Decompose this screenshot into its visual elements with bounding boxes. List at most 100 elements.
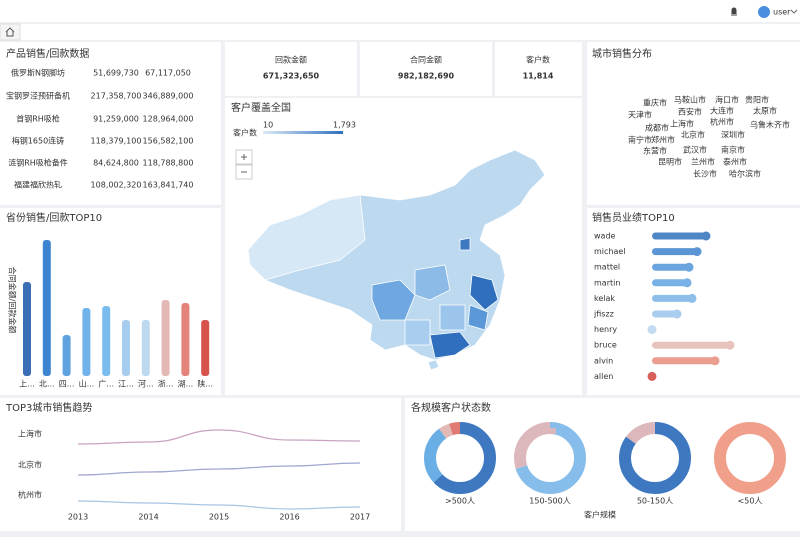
- x-tick-label: 2013: [68, 513, 88, 522]
- x-tick-label: 山...: [79, 379, 95, 389]
- chevron[interactable]: [790, 9, 798, 14]
- panel-title: 产品销售/回款数据: [6, 47, 89, 60]
- cloud-word: 上海市: [670, 119, 694, 129]
- bar: [652, 341, 730, 349]
- row-name: 俄罗斯N钢脚坊: [11, 68, 65, 78]
- kpi-value: 982,182,690: [398, 72, 455, 81]
- tab-bar: [0, 24, 800, 40]
- bar-end: [687, 293, 697, 303]
- x-tick-label: 北...: [39, 380, 55, 389]
- bar-end: [682, 278, 692, 288]
- y-tick-label: alvin: [594, 356, 613, 365]
- series-label: 上海市: [18, 429, 42, 439]
- donut-label: <50人: [738, 497, 763, 506]
- kpi-label: 合同金额: [410, 55, 442, 65]
- x-tick-label: 2015: [209, 513, 229, 522]
- bar: [102, 306, 111, 376]
- legend-min: 10: [263, 121, 273, 130]
- cell: 118,379,100: [91, 137, 142, 146]
- donut-segment: [424, 422, 496, 494]
- donut-segment: [424, 422, 496, 494]
- donut-label: 150-500人: [529, 497, 570, 506]
- x-tick-label: 陕...: [197, 379, 213, 389]
- y-tick-label: michael: [594, 247, 626, 256]
- panel-title: 销售员业绩TOP10: [592, 211, 675, 224]
- top-bar: [0, 0, 800, 22]
- avatar[interactable]: [758, 6, 770, 18]
- cloud-word: 杭州市: [710, 117, 734, 127]
- y-tick-label: henry: [594, 325, 617, 334]
- row-name: 梅钢1650连铸: [12, 136, 64, 146]
- bar: [652, 279, 687, 287]
- home-icon[interactable]: [5, 27, 15, 37]
- panel-title: TOP3城市销售趋势: [5, 401, 92, 414]
- series-label: 杭州市: [18, 490, 42, 500]
- home-tab[interactable]: [0, 23, 21, 41]
- cloud-word: 武汉市: [683, 145, 707, 155]
- donut-label: 50-150人: [637, 497, 673, 506]
- cloud-word: 重庆市: [643, 98, 667, 108]
- cell: 51,699,730: [93, 69, 139, 78]
- bell-icon[interactable]: [731, 7, 737, 16]
- bar-end: [692, 247, 702, 257]
- x-axis-label: 客户规模: [584, 510, 616, 520]
- row-name: 宝钢罗泾预研备机: [6, 91, 70, 101]
- cloud-word: 太原市: [753, 106, 777, 116]
- x-tick-label: 上...: [19, 380, 35, 389]
- x-tick-label: 浙...: [158, 379, 174, 389]
- cloud-word: 深圳市: [721, 130, 745, 140]
- row-name: 涟钢RH吸枪备件: [8, 158, 68, 168]
- bar: [141, 320, 150, 376]
- bar-end: [647, 371, 657, 381]
- bar: [652, 263, 689, 271]
- bar-end: [647, 325, 657, 335]
- cloud-word: 大连市: [710, 106, 734, 116]
- trend-line: [77, 429, 361, 445]
- kpi-value: 11,814: [523, 72, 554, 81]
- legend-label: 客户数: [233, 128, 257, 138]
- bar: [161, 300, 170, 376]
- cloud-word: 海口市: [715, 95, 739, 105]
- x-tick-label: 2017: [350, 513, 370, 522]
- cell: 346,889,000: [143, 92, 194, 101]
- x-tick-label: 江...: [118, 380, 134, 389]
- cell: 217,358,700: [91, 92, 142, 101]
- bar: [652, 294, 692, 302]
- row-name: 首钢RH吸枪: [16, 114, 60, 124]
- bar: [652, 357, 715, 365]
- cloud-word: 泰州市: [723, 157, 747, 167]
- x-tick-label: 四...: [59, 380, 75, 389]
- y-tick-label: mattel: [594, 263, 620, 272]
- legend-max: 1,793: [333, 121, 356, 130]
- cell: 67,117,050: [145, 69, 191, 78]
- bar: [42, 240, 51, 376]
- cell: 128,964,000: [143, 115, 194, 124]
- panel-title: 各规模客户状态数: [411, 401, 491, 414]
- china-map: [247, 149, 546, 371]
- cloud-word: 长沙市: [693, 169, 717, 179]
- x-tick-label: 广...: [98, 379, 114, 389]
- cloud-word: 北京市: [681, 130, 705, 140]
- bar: [201, 320, 210, 376]
- donut-segment: [714, 422, 786, 494]
- cloud-word: 东营市: [643, 146, 667, 156]
- bar: [23, 282, 31, 376]
- cell: 84,624,800: [93, 159, 139, 168]
- user-name[interactable]: user: [773, 8, 791, 17]
- cell: 163,841,740: [143, 181, 194, 190]
- x-tick-label: 湖...: [178, 380, 194, 389]
- x-tick-label: 2014: [138, 513, 158, 522]
- cloud-word: 昆明市: [658, 157, 682, 167]
- y-axis-label: 合同金额/回款金额: [8, 267, 18, 334]
- cloud-word: 郑州市: [651, 135, 675, 145]
- y-tick-label: kelak: [594, 294, 615, 303]
- y-tick-label: bruce: [594, 341, 617, 350]
- cloud-word: 乌鲁木齐市: [750, 120, 790, 130]
- y-tick-label: jfiszz: [593, 310, 614, 319]
- cloud-word: 南宁市: [628, 135, 652, 145]
- series-label: 北京市: [18, 460, 42, 470]
- bar: [82, 308, 91, 376]
- bar: [652, 232, 706, 240]
- cloud-word: 马鞍山市: [674, 95, 706, 105]
